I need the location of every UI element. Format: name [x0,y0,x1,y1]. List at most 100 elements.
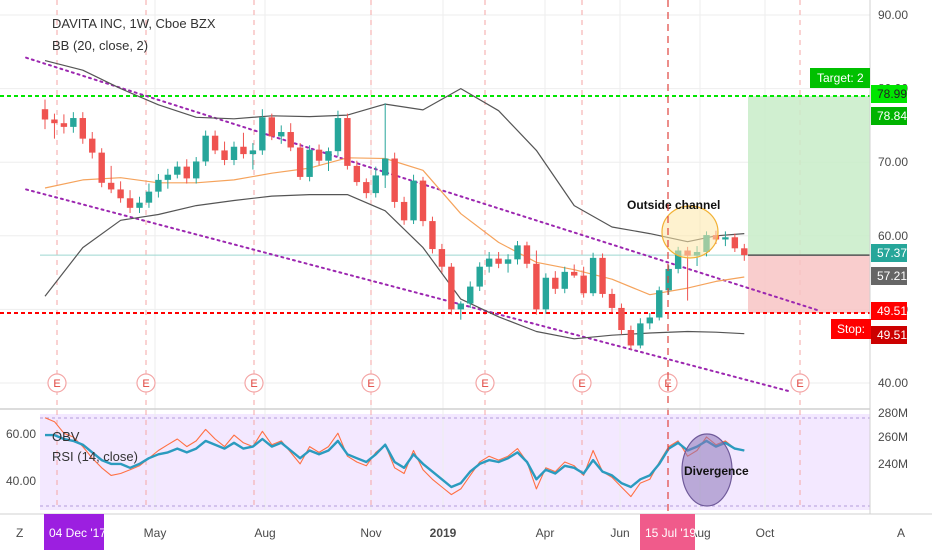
earnings-marker-2: E [244,373,264,393]
candle-body-74 [741,248,748,256]
zoom-left-button[interactable]: Z [16,526,23,540]
candle-34 [363,178,370,199]
candle-19 [221,141,228,166]
candle-73 [731,233,739,252]
target-value-tag[interactable]: 78.99 [871,85,907,103]
divergence-label: Divergence [684,464,749,478]
obv-label[interactable]: OBV [52,429,80,444]
stop-value: 49.51 [877,328,907,342]
candle-56 [571,264,578,278]
autoscale-button[interactable]: A [897,526,905,540]
candle-64 [646,313,653,330]
candle-body-60 [608,293,616,308]
candle-4 [79,112,86,144]
level-lines [0,95,870,315]
time-label-5: Jun [610,526,629,540]
earnings-label-5: E [578,378,585,390]
price-tick-3: 60.00 [878,229,908,243]
candle-61 [618,303,625,335]
start-date-badge[interactable]: 04 Dec '17 [44,514,106,550]
candle-body-8 [117,189,124,199]
bb-indicator-label[interactable]: BB (20, close, 2) [52,38,148,53]
time-label-4: Apr [536,526,555,540]
stop-label: Stop: [837,322,865,336]
candle-33 [353,160,361,186]
candle-body-9 [126,198,134,208]
earnings-label-4: E [481,378,488,390]
candle-body-66 [665,268,672,291]
candle-body-18 [211,135,219,151]
divergence-highlight[interactable] [681,433,733,507]
candle-body-46 [476,266,483,287]
candle-8 [117,181,124,203]
candle-31 [334,110,342,157]
candle-body-32 [344,118,351,166]
candle-body-15 [183,166,190,179]
candle-48 [495,251,502,269]
candle-body-13 [164,174,172,180]
earnings-marker-1: E [136,373,156,393]
oscillator-axis[interactable]: 60.00 40.00 280M 260M 240M [6,406,908,488]
target-value: 78.99 [877,87,907,101]
earnings-marker-0: E [47,373,67,393]
prior-price-tag[interactable]: 57.21 [871,267,907,285]
candle-13 [164,168,172,189]
candle-body-41 [429,221,436,250]
candle-body-56 [571,271,578,276]
outside-channel-label: Outside channel [627,198,720,212]
candle-50 [514,240,521,265]
earnings-marker-7: E [790,373,810,393]
time-axis[interactable]: May Aug Nov 2019 Apr Jun Aug Oct [144,526,775,540]
candle-body-39 [410,180,417,221]
candle-63 [637,318,644,349]
rsi-label[interactable]: RSI (14, close) [52,449,138,464]
stop-tag[interactable]: Stop: 49.51 [831,319,907,344]
candle-74 [741,243,748,261]
candle-27 [296,143,304,180]
symbol-title: DAVITA INC, 1W, Cboe BZX [52,16,216,31]
candle-21 [240,132,247,159]
stop-line-tag[interactable]: 49.51 [871,302,907,320]
candle-41 [429,216,436,254]
osc-right-tick-1: 260M [878,430,908,444]
candle-body-31 [334,118,342,152]
candle-body-12 [155,179,162,192]
candle-35 [372,166,379,198]
candle-60 [608,288,616,313]
candle-body-44 [457,303,464,310]
candle-43 [448,263,455,315]
candle-72 [722,231,729,247]
candle-body-23 [259,117,266,151]
candle-body-28 [306,149,313,177]
earnings-marker-4: E [475,373,495,393]
candle-body-48 [495,258,502,264]
candle-17 [202,130,209,166]
candle-32 [344,113,351,170]
candle-7 [107,165,115,194]
candle-body-40 [419,180,427,222]
candle-5 [89,132,96,159]
candle-body-63 [637,323,644,346]
current-price-tag[interactable]: 57.37 [871,244,907,262]
cursor-date-badge[interactable]: 15 Jul '19 [640,514,696,550]
candle-6 [98,148,105,188]
candle-body-52 [533,263,540,310]
oscillator-background [40,414,870,510]
candle-14 [174,161,181,179]
outside-channel-highlight[interactable] [661,205,719,259]
candle-16 [193,157,200,184]
position-boxes [748,96,870,314]
start-date-label: 04 Dec '17 [49,526,106,540]
candle-66 [665,265,672,295]
target-line2-tag[interactable]: 78.84 [871,107,907,125]
candle-28 [306,145,313,182]
target-tag[interactable]: Target: 2 [810,68,870,88]
earnings-label-0: E [53,378,60,390]
candle-body-62 [627,330,635,346]
candle-body-38 [400,201,408,221]
target-label: Target: 2 [817,71,864,85]
candles [41,99,748,350]
candle-body-47 [485,258,493,267]
